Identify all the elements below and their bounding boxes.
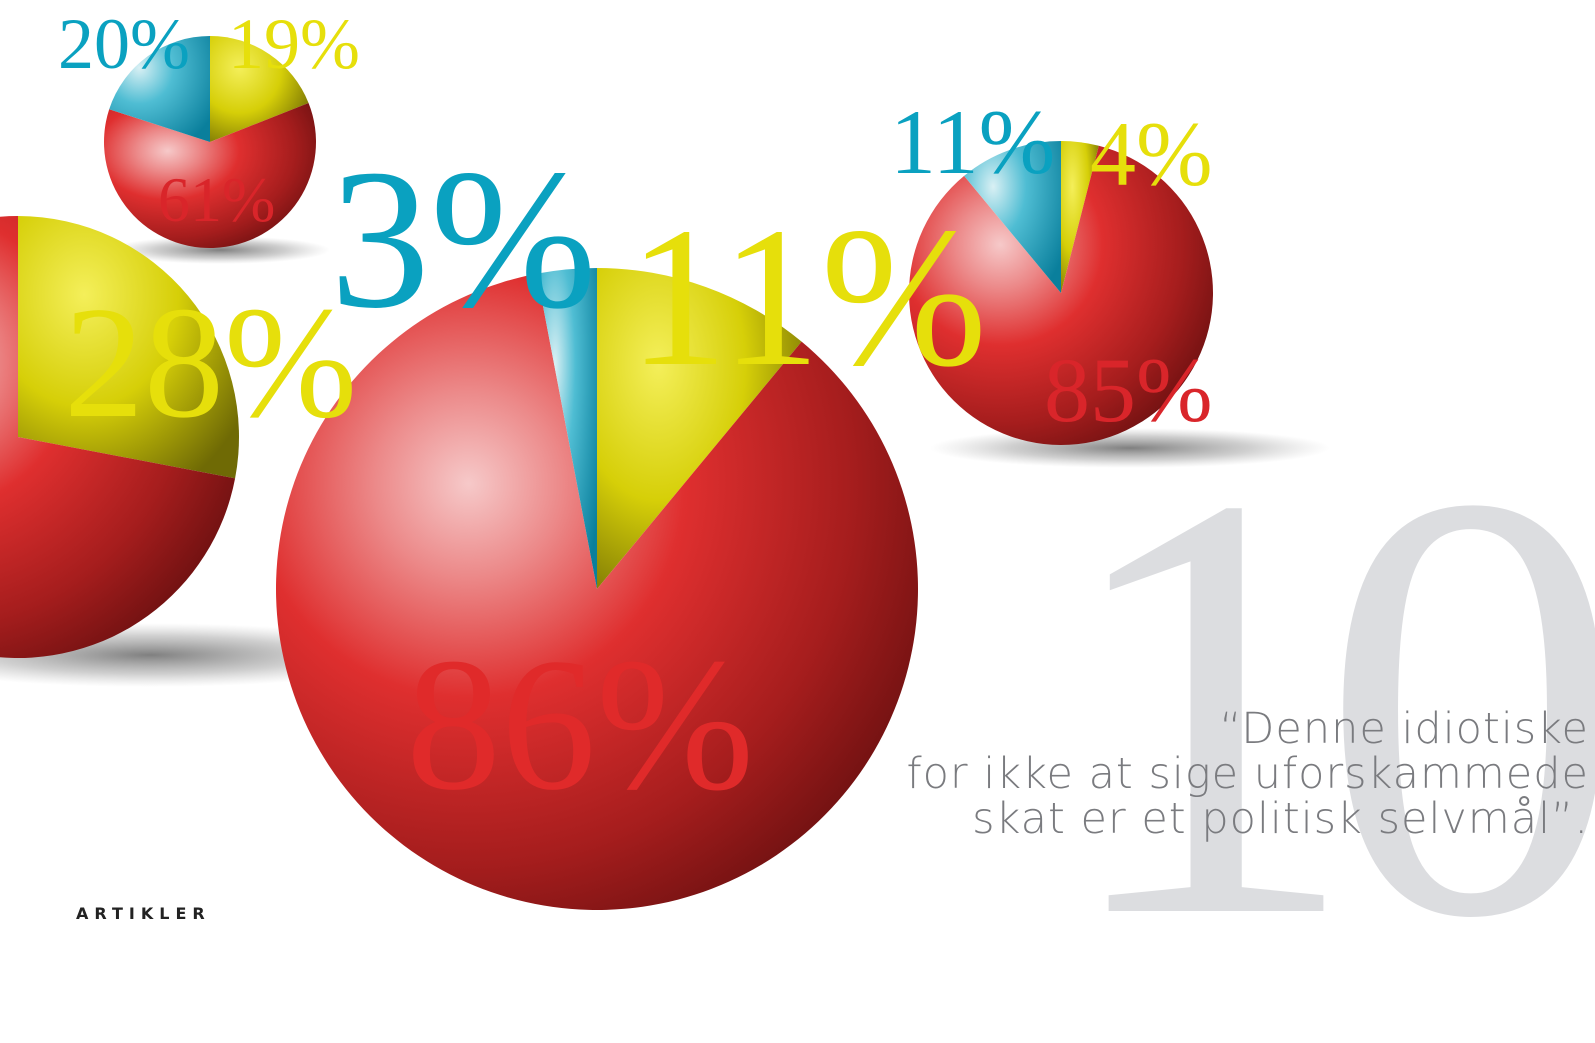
pie-top-left-red-label: 61% (158, 164, 276, 235)
pull-quote: “Denne idiotiske for ikke at sige uforsk… (906, 707, 1589, 842)
top-left-blue-slice (109, 36, 210, 142)
pie-right (909, 141, 1213, 445)
pie-charts-illustration (0, 36, 1330, 910)
pie-left-yellow-label: 28% (64, 273, 358, 451)
pie-center-yellow-label: 11% (628, 187, 988, 408)
pie-shadow (110, 236, 330, 264)
pie-center-blue-label: 3% (330, 129, 597, 350)
right-yellow-slice (1061, 141, 1099, 293)
top-left-red-slice (104, 102, 316, 248)
pie-top-left-blue-label: 20% (58, 4, 190, 84)
pie-right-blue-label: 11% (890, 91, 1056, 193)
pie-center-red-label: 86% (406, 620, 755, 830)
pie-top-left-yellow-label: 19% (228, 4, 360, 84)
pie-left (0, 216, 239, 658)
left-red-slice (0, 216, 236, 658)
right-red-slice (909, 145, 1213, 445)
pie-right-yellow-label: 4% (1090, 103, 1213, 205)
page-number: 10 (1055, 367, 1595, 1043)
pull-quote-line-3: skat er et politisk selvmål”. (972, 794, 1589, 844)
pie-right-red-label: 85% (1044, 339, 1213, 441)
center-red-slice (275, 273, 918, 910)
center-blue-slice (536, 268, 597, 589)
top-left-yellow-slice (210, 36, 309, 142)
pull-quote-line-1: “Denne idiotiske (1219, 704, 1589, 754)
right-blue-slice (964, 141, 1061, 293)
pie-top-left (104, 36, 316, 248)
pull-quote-line-2: for ikke at sige uforskammede (906, 749, 1589, 799)
section-label: ARTIKLER (76, 904, 211, 923)
left-yellow-slice (18, 216, 239, 479)
center-yellow-slice (597, 268, 802, 589)
pie-center (275, 268, 918, 910)
